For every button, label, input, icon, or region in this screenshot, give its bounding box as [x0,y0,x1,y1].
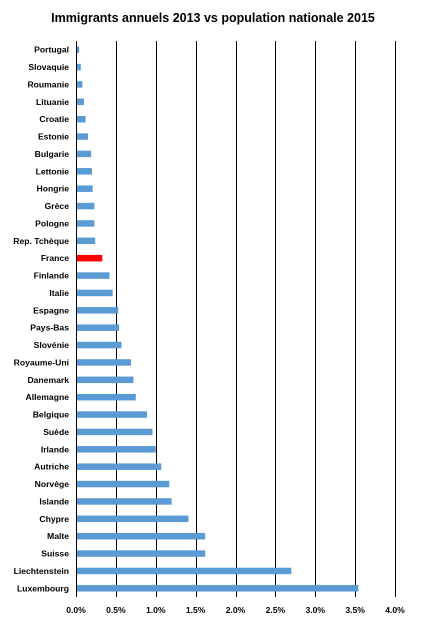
x-tick-label: 3.0% [305,605,325,615]
category-label: Suisse [41,549,69,559]
bar [77,567,292,575]
bar [77,428,153,436]
bar [77,115,86,123]
category-label: Malte [47,531,69,541]
category-label: Norvège [35,479,70,489]
category-label: Roumanie [27,79,69,89]
category-label: Pologne [35,218,69,228]
bar [77,237,96,245]
category-label: Portugal [34,45,69,55]
x-tick-label: 1.0% [146,605,166,615]
bar [77,185,93,192]
bar [77,515,189,523]
category-label: Islande [39,496,69,506]
bar [77,63,81,71]
category-label: Slovaquie [28,62,69,72]
category-label: Rep. Tchèque [13,236,69,246]
category-label: Belgique [33,410,70,420]
bar [77,324,120,331]
category-label: Pays-Bas [30,323,69,333]
bar [77,498,172,505]
category-label: Espagne [33,305,69,315]
bar [77,376,134,384]
bar [77,289,113,297]
chart-title: Immigrants annuels 2013 vs population na… [51,11,375,25]
category-label: Lituanie [36,97,69,107]
bar [77,81,83,88]
bar [77,480,170,488]
bar [77,272,110,279]
category-label: Bulgarie [35,149,70,159]
category-label: Suède [43,427,69,437]
category-label: Hongrie [37,184,70,194]
bar [77,220,95,227]
x-tick-label: 3.5% [345,605,365,615]
category-label: Italie [49,288,69,298]
category-label: Estonie [38,132,69,142]
bar [77,98,84,106]
bar [77,446,156,453]
bar [77,550,206,557]
bar [77,411,147,418]
category-label: Croatie [39,114,69,124]
bar [77,463,162,470]
category-label: Luxembourg [17,583,69,593]
bar [77,133,88,140]
category-label: France [41,253,69,263]
category-label: Finlande [34,271,70,281]
bar [77,202,95,210]
bar [77,168,92,175]
category-label: Liechtenstein [14,566,69,576]
x-tick-label: 0.0% [66,605,86,615]
bar [77,46,80,53]
bar [77,393,136,401]
bar [77,341,122,349]
bar [77,150,92,158]
x-tick-label: 0.5% [106,605,126,615]
category-label: Lettonie [36,166,70,176]
bar [77,532,206,540]
category-label: Slovénie [34,340,70,350]
category-label: Grèce [45,201,70,211]
category-label: Irlande [41,444,69,454]
category-label: Chypre [39,514,69,524]
category-label: Royaume-Uni [14,357,69,367]
x-tick-label: 1.5% [186,605,206,615]
x-tick-label: 4.0% [385,605,405,615]
category-label: Allemagne [26,392,70,402]
category-label: Danemark [27,375,69,385]
bar [77,254,103,262]
bar [77,585,359,592]
x-tick-label: 2.5% [266,605,286,615]
x-tick-label: 2.0% [226,605,246,615]
category-label: Autriche [34,462,69,472]
bar [77,359,132,366]
bar [77,307,119,314]
